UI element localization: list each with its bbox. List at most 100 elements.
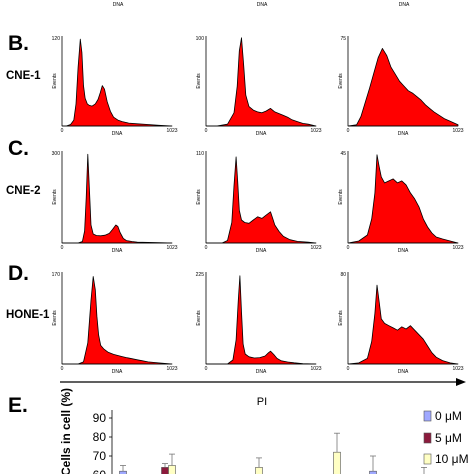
bar-rect bbox=[333, 451, 341, 474]
y-axis-label: Events bbox=[196, 310, 202, 326]
histogram-3-1: 170 Events 0 1023 DNA bbox=[52, 272, 178, 375]
legend-swatch bbox=[423, 453, 432, 465]
x-axis-label: DNA bbox=[256, 248, 267, 254]
x-tick-label-start: 0 bbox=[347, 128, 350, 134]
histogram-1-1: 120 Events 0 1023 DNA bbox=[52, 36, 178, 137]
bar-7 bbox=[369, 455, 377, 474]
bar-chart-panel-e: 60 70 80 90 Cells in cell (%) 0 μM 5 μM 10 μM bbox=[59, 388, 469, 474]
histogram-area bbox=[347, 284, 459, 365]
x-tick-label-end: 1023 bbox=[452, 128, 463, 134]
bar-8 bbox=[421, 466, 427, 474]
x-tick-label-start: 0 bbox=[205, 128, 208, 134]
y-axis-label: Events bbox=[52, 189, 58, 205]
histogram-2-1: 300 Events 0 1023 DNA bbox=[52, 151, 178, 254]
legend-label: 5 μM bbox=[435, 431, 462, 445]
x-axis-label: DNA bbox=[398, 248, 409, 254]
histogram-1-2: 100 Events 0 1023 DNA bbox=[196, 36, 322, 137]
y-axis-label: Events bbox=[338, 73, 344, 89]
top-dna-label-1: DNA bbox=[113, 2, 124, 8]
bar-rect bbox=[255, 467, 263, 474]
legend-label: 0 μM bbox=[435, 409, 462, 423]
legend-item-3: 10 μM bbox=[423, 452, 469, 466]
x-tick-label-end: 1023 bbox=[166, 245, 177, 251]
histogram-area bbox=[61, 153, 173, 244]
x-axis-label: DNA bbox=[112, 369, 123, 375]
top-dna-label-3: DNA bbox=[399, 2, 410, 8]
x-axis-label: DNA bbox=[398, 369, 409, 375]
x-tick-label-end: 1023 bbox=[166, 128, 177, 134]
x-axis-label: DNA bbox=[256, 369, 267, 375]
histogram-3-2: 225 Events 0 1023 DNA bbox=[196, 272, 322, 375]
y-axis-label: Events bbox=[196, 73, 202, 89]
y-top-tick-label: 45 bbox=[340, 151, 346, 157]
x-tick-label-start: 0 bbox=[61, 128, 64, 134]
legend-label: 10 μM bbox=[435, 452, 469, 466]
y-top-tick-label: 300 bbox=[52, 151, 61, 157]
bar-y-tick-label: 70 bbox=[93, 449, 107, 463]
x-tick-label-start: 0 bbox=[347, 366, 350, 372]
bar-3 bbox=[168, 453, 176, 474]
histogram-area bbox=[205, 275, 317, 365]
x-tick-label-start: 0 bbox=[61, 245, 64, 251]
bar-y-tick-label: 80 bbox=[93, 430, 107, 444]
y-top-tick-label: 100 bbox=[196, 36, 205, 42]
x-tick-label-start: 0 bbox=[347, 245, 350, 251]
top-partial-labels: DNA DNA DNA bbox=[113, 2, 410, 8]
histogram-layer: 120 Events 0 1023 DNA 100 Events 0 1023 DNA 75 Even… bbox=[52, 36, 464, 375]
x-tick-label-end: 1023 bbox=[452, 245, 463, 251]
bar-y-tick-label: 90 bbox=[93, 411, 107, 425]
legend-swatch bbox=[423, 410, 432, 422]
top-dna-label-2: DNA bbox=[257, 2, 268, 8]
histogram-3-3: 80 Events 0 1023 DNA bbox=[338, 272, 464, 375]
y-axis-label: Events bbox=[52, 73, 58, 89]
y-top-tick-label: 225 bbox=[196, 272, 205, 278]
legend-item-1: 0 μM bbox=[423, 409, 462, 423]
y-axis-label: Events bbox=[52, 310, 58, 326]
bar-6 bbox=[333, 432, 341, 474]
histogram-area bbox=[347, 154, 459, 244]
row-label-cne1: CNE-1 bbox=[6, 70, 41, 82]
x-axis-label: DNA bbox=[112, 248, 123, 254]
y-top-tick-label: 120 bbox=[52, 36, 61, 42]
histogram-area bbox=[347, 48, 459, 127]
x-tick-label-end: 1023 bbox=[310, 245, 321, 251]
legend-swatch bbox=[423, 432, 432, 444]
legend-item-2: 5 μM bbox=[423, 431, 462, 445]
x-tick-label-start: 0 bbox=[205, 245, 208, 251]
x-tick-label-start: 0 bbox=[61, 366, 64, 372]
x-axis-label: DNA bbox=[112, 131, 123, 137]
panel-letter-b: B. bbox=[8, 32, 29, 55]
bar-y-tick-label: 60 bbox=[93, 468, 107, 474]
y-top-tick-label: 110 bbox=[196, 151, 204, 157]
x-axis-label: DNA bbox=[256, 131, 267, 137]
y-top-tick-label: 75 bbox=[340, 36, 346, 42]
bar-4 bbox=[255, 457, 263, 474]
y-axis-label: Events bbox=[338, 189, 344, 205]
pi-axis-label: PI bbox=[257, 396, 267, 408]
histogram-area bbox=[61, 38, 173, 127]
y-top-tick-label: 80 bbox=[340, 272, 346, 278]
y-top-tick-label: 170 bbox=[52, 272, 61, 278]
x-tick-label-end: 1023 bbox=[310, 128, 321, 134]
pi-axis: PI bbox=[60, 378, 466, 408]
x-tick-label-end: 1023 bbox=[452, 366, 463, 372]
histogram-1-3: 75 Events 0 1023 DNA bbox=[338, 36, 464, 137]
row-label-hone1: HONE-1 bbox=[6, 309, 50, 321]
histogram-area bbox=[205, 156, 317, 244]
bar-rect bbox=[161, 467, 169, 474]
y-axis-label: Events bbox=[338, 310, 344, 326]
y-axis-label: Events bbox=[196, 189, 202, 205]
x-tick-label-end: 1023 bbox=[310, 366, 321, 372]
bar-1 bbox=[119, 465, 127, 474]
x-axis-label: DNA bbox=[398, 131, 409, 137]
histogram-2-3: 45 Events 0 1023 DNA bbox=[338, 151, 464, 254]
panel-letter-d: D. bbox=[8, 262, 29, 285]
x-tick-label-end: 1023 bbox=[166, 366, 177, 372]
bar-2 bbox=[161, 463, 169, 474]
panel-letter-c: C. bbox=[8, 137, 29, 160]
histogram-2-2: 110 Events 0 1023 DNA bbox=[196, 151, 322, 254]
row-label-cne2: CNE-2 bbox=[6, 185, 41, 197]
histogram-area bbox=[61, 276, 173, 365]
histogram-area bbox=[205, 37, 317, 127]
